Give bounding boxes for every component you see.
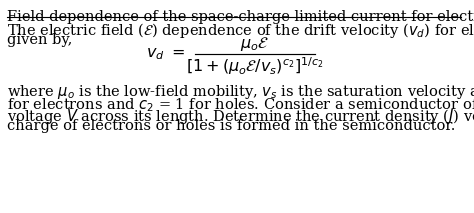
Text: voltage $V$ across its length. Determine the current density ($J$) versus voltag: voltage $V$ across its length. Determine… xyxy=(7,107,474,126)
Text: Field dependence of the space-charge limited current for electrons and holes: Field dependence of the space-charge lim… xyxy=(7,10,474,24)
Text: $\mu_o\mathcal{E}$: $\mu_o\mathcal{E}$ xyxy=(240,35,270,53)
Text: $[1 + (\mu_o\mathcal{E}/v_s)^{c_2}]^{1/c_2}$: $[1 + (\mu_o\mathcal{E}/v_s)^{c_2}]^{1/c… xyxy=(186,55,324,77)
Text: where $\mu_o$ is the low-field mobility, $v_s$ is the saturation velocity and th: where $\mu_o$ is the low-field mobility,… xyxy=(7,83,474,101)
Text: for electrons and $c_2$ = 1 for holes. Consider a semiconductor of length $L$ an: for electrons and $c_2$ = 1 for holes. C… xyxy=(7,95,474,114)
Text: charge of electrons or holes is formed in the semiconductor.: charge of electrons or holes is formed i… xyxy=(7,119,456,133)
Text: $v_d\ =$: $v_d\ =$ xyxy=(146,45,185,62)
Text: given by,: given by, xyxy=(7,33,73,47)
Text: The electric field ($\mathcal{E}$) dependence of the drift velocity ($v_d$) for : The electric field ($\mathcal{E}$) depen… xyxy=(7,21,474,40)
